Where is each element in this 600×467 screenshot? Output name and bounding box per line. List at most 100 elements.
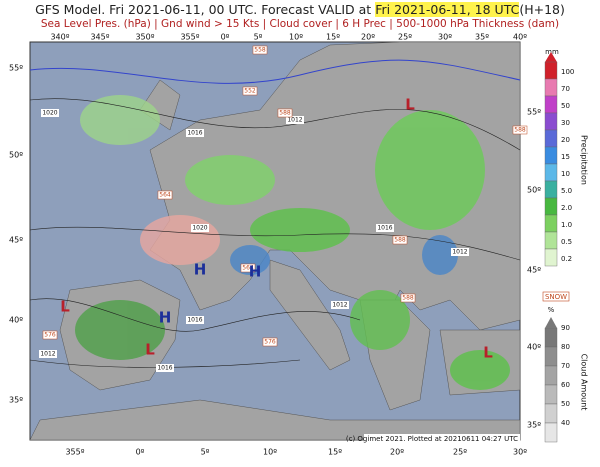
high-pressure: H <box>159 309 172 327</box>
credit: (c) Ogimet 2021. Plotted at 20210611 04:… <box>346 435 518 443</box>
title: GFS Model. Fri 2021-06-11, 00 UTC. Forec… <box>0 2 600 17</box>
lon-label: 30º <box>513 448 527 457</box>
legend-level: 30 <box>561 119 570 127</box>
legend-swatch <box>544 129 558 148</box>
thickness-label-bg <box>392 235 408 245</box>
high-pressure: H <box>194 261 207 279</box>
lon-label: 345º <box>90 33 109 42</box>
thickness-label: 576 <box>264 339 276 346</box>
thickness-label: 588 <box>514 127 526 134</box>
credit-box <box>364 434 520 443</box>
low-pressure: L <box>145 341 155 359</box>
legend-level: 0.5 <box>561 238 572 246</box>
legend-level: 0.2 <box>561 255 572 263</box>
thickness-line <box>29 59 521 84</box>
legend-swatch <box>544 384 558 405</box>
legend-level: 60 <box>561 381 570 389</box>
lon-label: 40º <box>513 33 527 42</box>
lon-label: 35º <box>475 33 489 42</box>
legend-swatch <box>544 231 558 250</box>
title-prefix: GFS Model. Fri 2021-06-11, 00 UTC. Forec… <box>35 2 372 17</box>
legend-swatch <box>544 214 558 233</box>
lon-label: 5º <box>254 33 263 42</box>
isobar-label-bg <box>186 129 204 137</box>
lon-label: 15º <box>326 33 340 42</box>
legend-swatch <box>544 346 558 367</box>
snow-box <box>542 291 570 302</box>
legend-level: 1.0 <box>561 221 572 229</box>
isobar-label-bg <box>39 350 57 358</box>
legend-swatch <box>544 95 558 114</box>
thickness-label: 576 <box>44 332 56 339</box>
legend-swatch <box>544 365 558 386</box>
precipitation <box>75 95 510 390</box>
isobar-label-bg <box>156 364 174 372</box>
thickness-label-bg <box>277 108 293 118</box>
lon-label: 20º <box>361 33 375 42</box>
legend-level: 2.0 <box>561 204 572 212</box>
thickness-label: 558 <box>254 47 266 54</box>
legend-level: 90 <box>561 324 570 332</box>
legend-arrow <box>545 317 557 328</box>
legend-level: 10 <box>561 170 570 178</box>
lon-label: 355º <box>180 33 199 42</box>
isobar-label-bg <box>286 116 304 124</box>
lon-label: 350º <box>135 33 154 42</box>
legend-swatch <box>544 146 558 165</box>
isobar-label: 1020 <box>42 110 57 117</box>
legend-level: 50 <box>561 400 570 408</box>
lon-label: 355º <box>65 448 84 457</box>
thickness-label: 588 <box>279 110 291 117</box>
legend-swatch <box>544 163 558 182</box>
lat-label: 55º <box>9 64 23 73</box>
legend-level: 40 <box>561 419 570 427</box>
isobar-label-bg <box>186 316 204 324</box>
isobar-label-bg <box>191 224 209 232</box>
legend-level: 15 <box>561 153 570 161</box>
isobar-label: 1016 <box>377 225 392 232</box>
lon-label: 340º <box>50 33 69 42</box>
lon-label: 20º <box>390 448 404 457</box>
lat-label: 35º <box>9 396 23 405</box>
thickness-label-bg <box>42 330 58 340</box>
lon-label: 0º <box>221 33 230 42</box>
lon-label: 25º <box>453 448 467 457</box>
low-pressure: L <box>60 298 70 316</box>
isobar-label: 1016 <box>157 365 172 372</box>
isobar-label-bg <box>451 248 469 256</box>
lon-label: 30º <box>438 33 452 42</box>
lat-label: 50º <box>527 186 541 195</box>
isobar-lines <box>29 98 521 368</box>
legend-level: 5.0 <box>561 187 572 195</box>
subtitle: Sea Level Pres. (hPa) | Gnd wind > 15 Kt… <box>40 18 560 30</box>
legend-title: Cloud Amount <box>580 354 589 411</box>
thickness-label: 588 <box>402 295 414 302</box>
legend-swatch <box>544 248 558 267</box>
title-valid: Fri 2021-06-11, 18 UTC <box>375 2 520 17</box>
legend-level: 70 <box>561 362 570 370</box>
isobar-label: 1012 <box>287 117 302 124</box>
lon-label: 10º <box>263 448 277 457</box>
isobar-label: 1016 <box>187 317 202 324</box>
lon-label: 5º <box>201 448 210 457</box>
isobar-label: 1016 <box>187 130 202 137</box>
thickness-label: 552 <box>244 88 256 95</box>
legend-level: 80 <box>561 343 570 351</box>
snow-label: SNOW <box>545 293 567 301</box>
lon-label: 15º <box>328 448 342 457</box>
legend-swatch <box>544 112 558 131</box>
isobar-label-bg <box>376 224 394 232</box>
thickness-label-bg <box>262 337 278 347</box>
thickness-label: 564 <box>242 265 254 272</box>
thickness-label-bg <box>157 190 173 200</box>
lat-label: 35º <box>527 421 541 430</box>
isobar-label-bg <box>41 109 59 117</box>
legend-swatch <box>544 422 558 443</box>
lat-label: 40º <box>527 343 541 352</box>
legend-swatch <box>544 180 558 199</box>
legend-level: 50 <box>561 102 570 110</box>
isobar-label: 1020 <box>192 225 207 232</box>
legend-swatch <box>544 327 558 348</box>
legend-level: 20 <box>561 136 570 144</box>
